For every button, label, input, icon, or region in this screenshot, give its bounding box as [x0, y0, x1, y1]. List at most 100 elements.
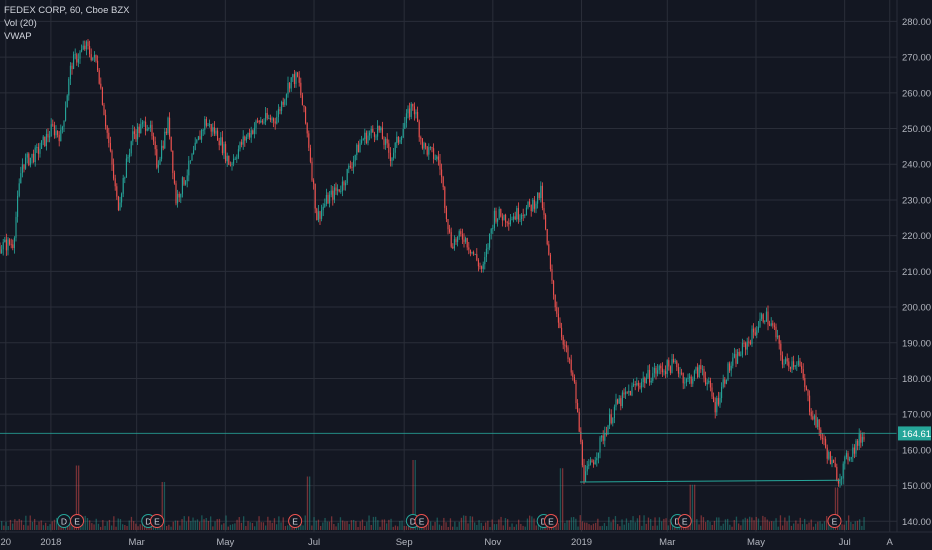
earnings-marker[interactable]: E — [414, 514, 429, 528]
candle-body — [367, 135, 369, 144]
volume-bar — [852, 524, 854, 530]
candle-body — [61, 126, 63, 130]
candle-body — [735, 354, 737, 364]
candle-body — [583, 465, 585, 482]
volume-bar — [577, 526, 579, 530]
candle-body — [665, 371, 667, 375]
candle-body — [503, 214, 505, 221]
earnings-marker[interactable]: E — [677, 514, 692, 528]
volume-bar — [106, 521, 108, 530]
event-label: E — [419, 516, 425, 526]
candle-body — [145, 121, 147, 131]
candle-body — [271, 118, 273, 120]
volume-bar — [168, 524, 170, 530]
candle-body — [801, 366, 803, 370]
volume-bar — [612, 519, 614, 530]
volume-bar — [705, 521, 707, 530]
candle-body — [564, 344, 566, 346]
symbol-title[interactable]: FEDEX CORP, 60, Cboe BZX — [4, 5, 130, 16]
candle-body — [450, 232, 452, 247]
candle-body — [445, 207, 447, 220]
candle-body — [861, 436, 863, 443]
volume-study-label[interactable]: Vol (20) — [4, 18, 37, 29]
event-label: D — [674, 516, 680, 526]
volume-bar — [667, 525, 669, 530]
candle-body — [610, 414, 612, 424]
volume-bar — [786, 521, 788, 530]
earnings-marker[interactable]: E — [70, 514, 85, 528]
candle-body — [10, 244, 12, 246]
candle-body — [519, 218, 521, 220]
volume-bar — [760, 525, 762, 530]
candle-body — [36, 146, 38, 148]
candle-body — [330, 190, 332, 195]
volume-bar — [152, 526, 155, 530]
candle-body — [92, 57, 94, 60]
volume-bar — [1, 521, 3, 530]
volume-bar — [511, 523, 513, 530]
candle-body — [730, 365, 732, 371]
earnings-marker[interactable]: E — [288, 514, 303, 528]
candle-body — [340, 191, 342, 192]
dividend-marker[interactable]: D — [56, 514, 71, 528]
candle-body — [689, 376, 691, 378]
candle-body — [569, 358, 571, 360]
candle-body — [781, 355, 783, 365]
volume-bar — [7, 526, 9, 530]
candle-body — [156, 149, 158, 168]
candle-body — [268, 117, 270, 119]
candle-body — [740, 354, 742, 356]
candle-body — [796, 364, 798, 366]
volume-bar — [386, 523, 388, 530]
earnings-marker[interactable]: E — [827, 514, 842, 528]
volume-bar — [104, 525, 106, 530]
volume-bar — [53, 519, 56, 530]
volume-bar — [471, 516, 474, 530]
candle-body — [764, 321, 766, 323]
candle-body — [444, 187, 446, 208]
earnings-marker[interactable]: E — [543, 514, 558, 528]
candle-body — [484, 257, 486, 265]
candle-body — [287, 83, 289, 95]
volume-bar — [487, 520, 489, 530]
chart-legend: FEDEX CORP, 60, Cboe BZX Vol (20) VWAP — [4, 4, 130, 43]
volume-bar — [575, 518, 577, 530]
volume-bar — [185, 521, 188, 530]
volume-bar — [768, 521, 771, 530]
volume-bar — [445, 522, 447, 530]
volume-bar — [775, 518, 777, 530]
candle-body — [132, 131, 134, 142]
candle-body — [130, 141, 132, 154]
volume-bar — [463, 515, 465, 530]
volume-bar — [320, 525, 322, 530]
earnings-marker[interactable]: E — [150, 514, 165, 528]
candle-body — [737, 351, 739, 364]
candle-body — [533, 199, 535, 209]
candle-body — [487, 247, 489, 249]
candle-body — [324, 203, 326, 207]
volume-bar — [639, 515, 641, 530]
candle-body — [7, 239, 9, 251]
candle-body — [329, 194, 331, 204]
candle-body — [13, 237, 15, 249]
candle-body — [570, 359, 572, 373]
candle-body — [591, 460, 593, 463]
candle-body — [100, 83, 102, 88]
candle-body — [69, 65, 71, 79]
volume-bar — [597, 518, 599, 530]
volume-bar — [467, 523, 469, 530]
event-label: E — [154, 516, 160, 526]
candle-body — [553, 280, 555, 295]
candle-body — [516, 208, 518, 220]
candle-body — [170, 136, 172, 151]
candle-body — [609, 414, 611, 426]
volume-bar — [557, 523, 559, 530]
candle-body — [476, 254, 478, 261]
candle-body — [522, 214, 524, 216]
vwap-study-label[interactable]: VWAP — [4, 31, 32, 42]
candle-body — [223, 144, 225, 154]
candle-body — [652, 373, 654, 381]
candle-body — [644, 377, 646, 384]
